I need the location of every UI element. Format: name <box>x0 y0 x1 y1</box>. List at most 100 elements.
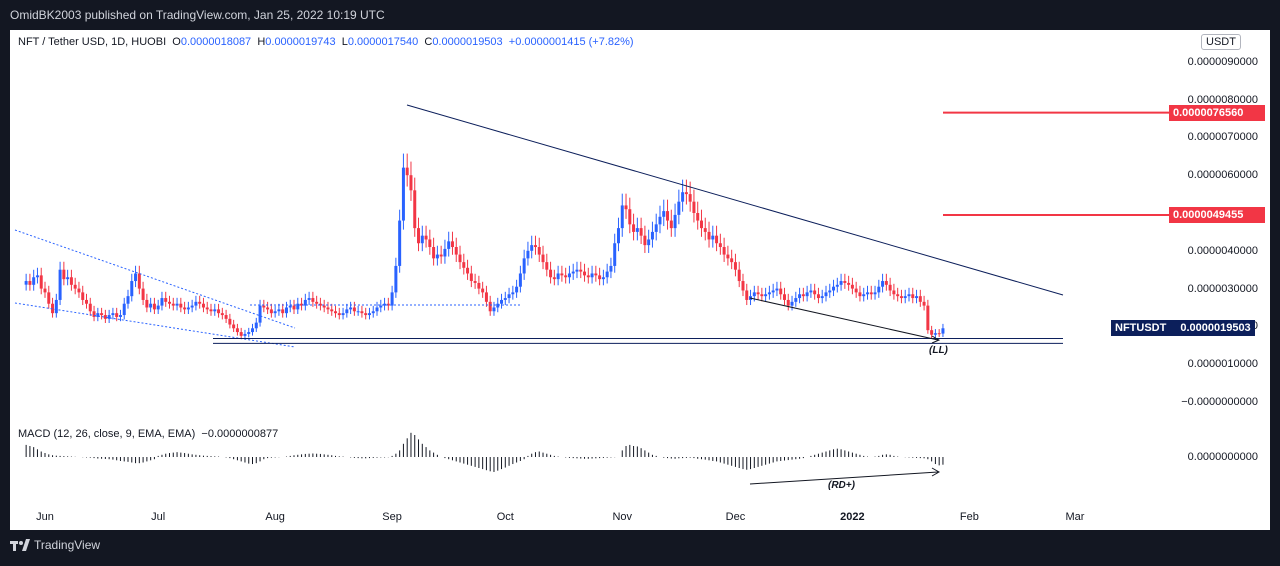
candle-body <box>341 313 345 316</box>
candle-body <box>715 235 719 244</box>
candle-body <box>88 303 92 312</box>
ll-arrow-line <box>749 297 939 341</box>
candle-body <box>896 294 900 297</box>
candle-body <box>624 205 628 210</box>
candle-body <box>567 273 571 278</box>
candle-body <box>733 262 737 270</box>
legend-high: 0.0000019743 <box>265 36 336 48</box>
candle-body <box>801 294 805 297</box>
candle-body <box>764 294 768 297</box>
candle-body <box>571 271 575 274</box>
candle-body <box>100 313 104 316</box>
candle-body <box>496 303 500 308</box>
candle-body <box>858 292 862 297</box>
candle-body <box>243 333 247 336</box>
candle-body <box>809 290 813 293</box>
candle-body <box>228 318 232 325</box>
candle-body <box>586 275 590 278</box>
time-tick: Aug <box>265 511 285 523</box>
candle-body <box>39 275 43 289</box>
candle-body <box>688 194 692 202</box>
candle-body <box>552 277 556 280</box>
candle-body <box>69 277 73 285</box>
candle-body <box>888 284 892 291</box>
candle-body <box>681 192 685 202</box>
time-tick: Dec <box>725 511 746 523</box>
candle-body <box>352 307 356 312</box>
candle-body <box>247 332 251 334</box>
last-price-label: NFTUSDT 0.0000019503 <box>1111 320 1255 337</box>
macd-zero-tick: 0.0000000000 <box>1187 451 1258 463</box>
footer-brand[interactable]: TradingView <box>10 538 100 552</box>
candle-body <box>288 305 292 308</box>
candle-body <box>54 299 58 314</box>
candle-body <box>190 305 194 308</box>
candle-body <box>503 298 507 300</box>
time-tick: 2022 <box>840 511 865 523</box>
candle-body <box>828 290 832 293</box>
candle-body <box>515 286 519 293</box>
chart-panel[interactable]: NFT / Tether USD, 1D, HUOBI O0.000001808… <box>10 30 1270 530</box>
candle-body <box>458 254 462 263</box>
candle-body <box>194 301 198 306</box>
candle-body <box>296 303 300 310</box>
candle-body <box>839 281 843 285</box>
candle-body <box>334 311 338 314</box>
candle-body <box>575 269 579 272</box>
candle-body <box>28 281 32 285</box>
legend-close: 0.0000019503 <box>432 36 503 48</box>
downtrend-line <box>406 104 1064 296</box>
legend-symbol: NFT / Tether USD, 1D, HUOBI <box>18 36 167 48</box>
candle-body <box>115 313 119 317</box>
channel-lower-line <box>14 302 296 348</box>
candle-body <box>507 294 511 299</box>
price-tick: 0.0000030000 <box>1187 282 1258 295</box>
candle-body <box>865 292 869 295</box>
candle-body <box>379 305 383 308</box>
legend-close-label: C <box>424 36 433 48</box>
price-tick: 0.0000040000 <box>1187 244 1258 257</box>
price-tick: 0.0000010000 <box>1187 358 1258 371</box>
candle-body <box>756 292 760 295</box>
candle-body <box>32 277 36 285</box>
candle-body <box>220 313 224 316</box>
candle-body <box>579 269 583 272</box>
candle-body <box>62 269 66 280</box>
candle-body <box>798 294 802 299</box>
candle-body <box>122 303 126 316</box>
candle-body <box>224 315 228 319</box>
candle-body <box>790 301 794 306</box>
price-tick: 0.0000070000 <box>1187 131 1258 144</box>
legend-open: 0.0000018087 <box>180 36 252 48</box>
currency-button[interactable]: USDT <box>1201 34 1241 50</box>
candle-body <box>673 214 677 229</box>
candle-body <box>277 309 281 312</box>
rd-arrowhead-icon <box>931 467 941 477</box>
candle-body <box>349 307 353 310</box>
candle-body <box>881 281 885 287</box>
candle-body <box>266 307 270 310</box>
chart-canvas[interactable] <box>10 30 1270 530</box>
channel-upper-line <box>14 229 296 329</box>
legend-high-label: H <box>257 36 266 48</box>
candle-body <box>454 247 458 255</box>
candle-body <box>518 273 522 287</box>
candle-body <box>107 315 111 319</box>
candle-body <box>650 231 654 240</box>
candle-body <box>24 281 28 285</box>
candle-body <box>43 288 47 293</box>
candle-body <box>620 205 624 229</box>
candle-body <box>235 328 239 333</box>
time-tick: Oct <box>496 511 514 523</box>
candle-body <box>899 296 903 299</box>
candle-body <box>549 269 553 278</box>
candle-body <box>816 294 820 299</box>
candle-body <box>469 273 473 282</box>
candle-body <box>805 292 809 297</box>
candle-body <box>462 262 466 268</box>
candle-body <box>281 309 285 314</box>
time-tick: Jul <box>151 511 166 523</box>
candle-body <box>450 241 454 248</box>
candle-body <box>360 311 364 314</box>
candle-body <box>118 315 122 317</box>
